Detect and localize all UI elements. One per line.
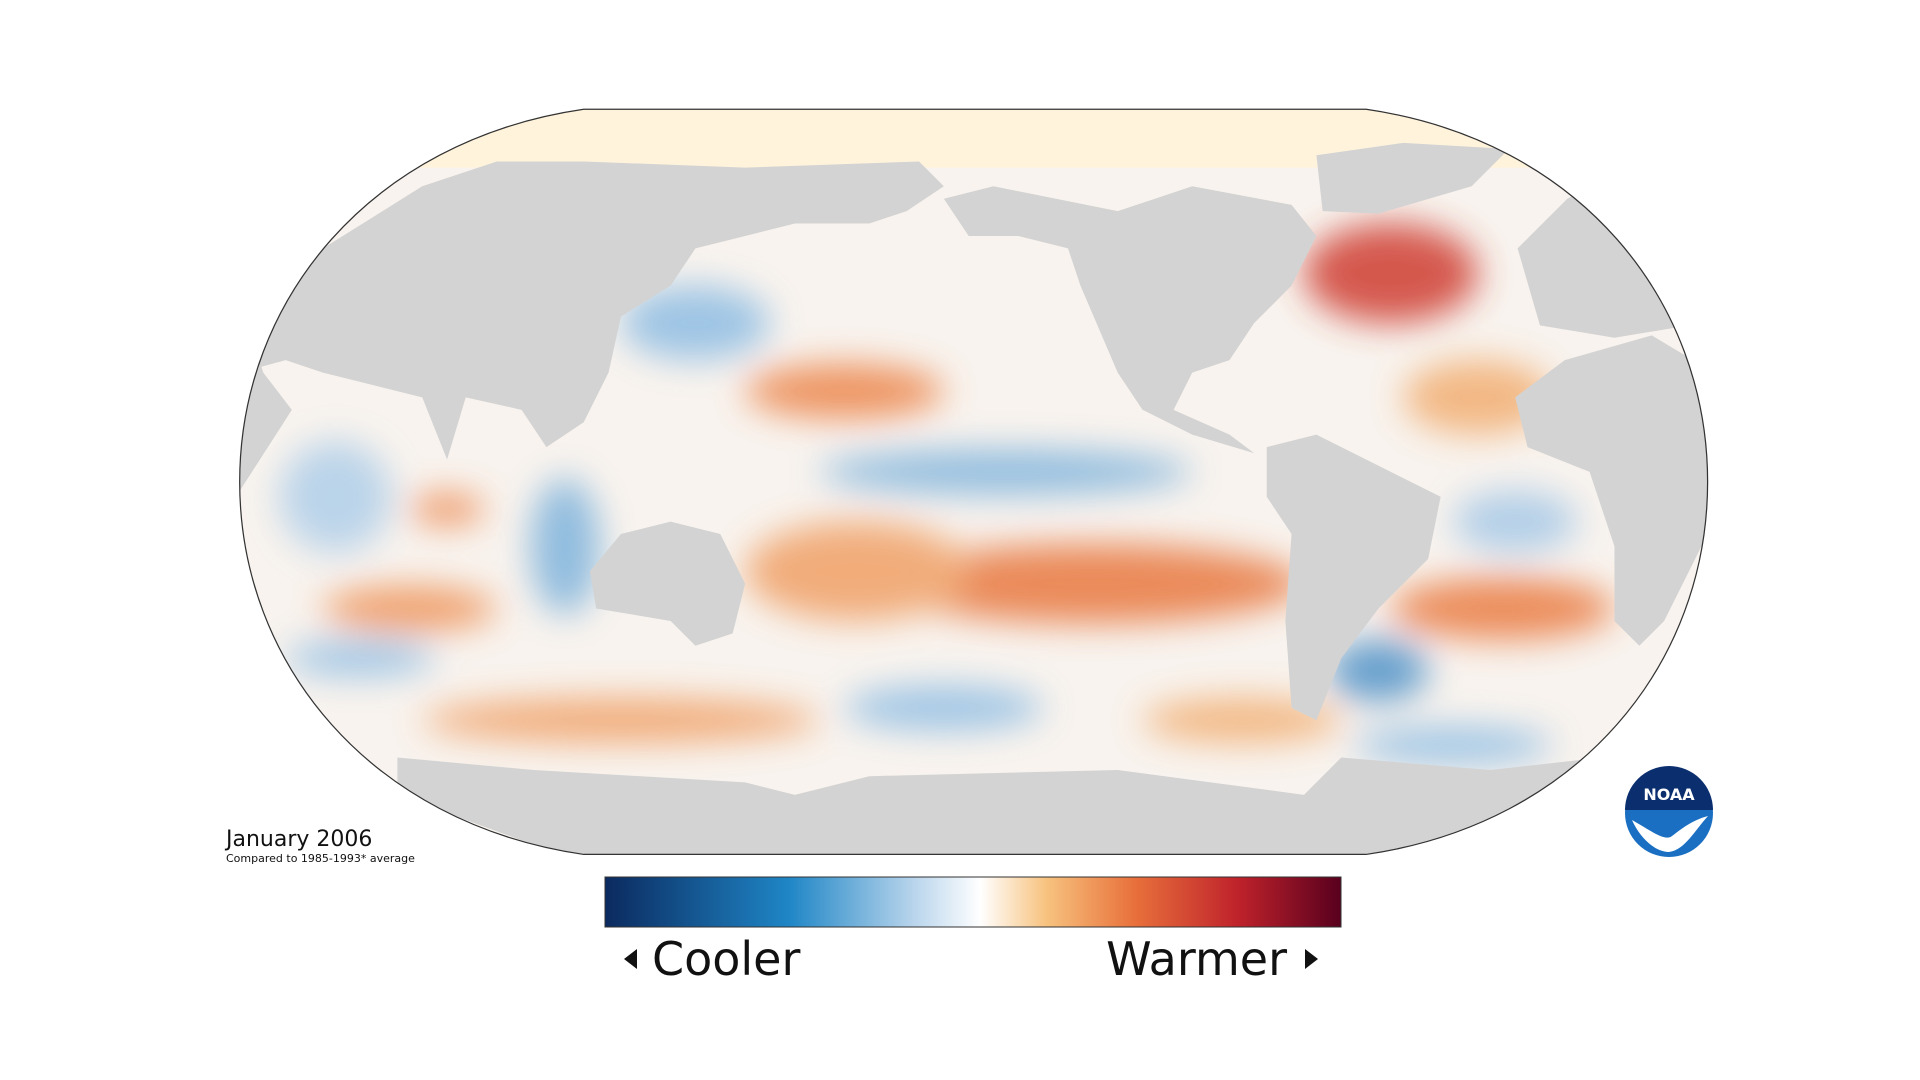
map bbox=[239, 108, 1709, 856]
land bbox=[239, 142, 1708, 855]
logo-text: NOAA bbox=[1643, 785, 1695, 804]
ocean-anomaly bbox=[239, 109, 1708, 855]
map-subtitle: Compared to 1985-1993* average bbox=[226, 852, 415, 865]
map-title: January 2006 bbox=[224, 827, 372, 852]
legend-low: Cooler bbox=[652, 932, 800, 986]
warmer-arrow bbox=[1305, 949, 1318, 969]
cooler-arrow bbox=[624, 949, 637, 969]
legend-high: Warmer bbox=[1106, 932, 1287, 986]
color-scale bbox=[604, 876, 1342, 928]
map-outline bbox=[239, 108, 1709, 856]
noaa-logo: NOAA bbox=[1625, 766, 1713, 857]
